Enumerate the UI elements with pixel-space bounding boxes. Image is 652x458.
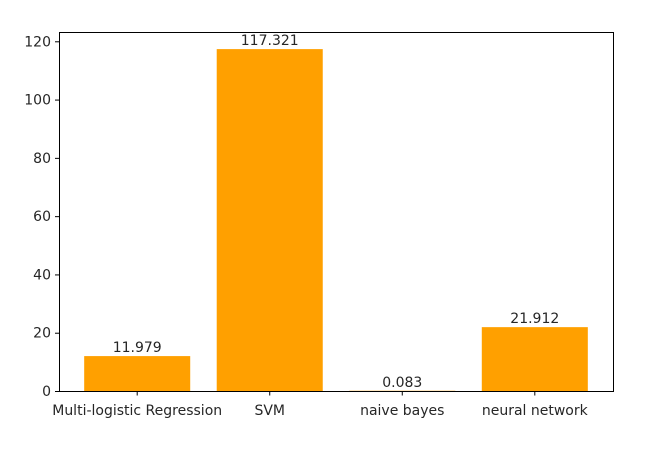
y-tick-label: 80 xyxy=(33,151,51,167)
x-axis: Multi-logistic Regression SVM naive bayes n… xyxy=(52,391,589,419)
plot-frame xyxy=(59,32,614,392)
data-label: 0.083 xyxy=(382,375,422,391)
y-tick-label: 60 xyxy=(33,209,51,225)
data-labels-group: 11.979 117.321 0.083 21.912 xyxy=(113,33,560,391)
data-label: 117.321 xyxy=(241,33,299,49)
y-tick-label: 20 xyxy=(33,326,51,342)
y-tick-label: 40 xyxy=(33,267,51,283)
data-label: 21.912 xyxy=(510,311,559,327)
bar xyxy=(84,356,191,391)
bar xyxy=(481,327,588,391)
x-tick-label: SVM xyxy=(254,403,285,419)
y-tick-label: 120 xyxy=(24,34,51,50)
x-tick-label: neural network xyxy=(482,403,589,419)
data-label: 11.979 xyxy=(113,340,162,356)
y-tick-label: 0 xyxy=(42,384,51,400)
y-tick-label: 100 xyxy=(24,93,51,109)
x-tick-label: Multi-logistic Regression xyxy=(52,403,222,419)
bar xyxy=(216,49,323,391)
bars-group xyxy=(84,49,588,391)
y-axis: 0 20 40 60 80 100 120 xyxy=(24,34,59,400)
x-tick-label: naive bayes xyxy=(360,403,444,419)
